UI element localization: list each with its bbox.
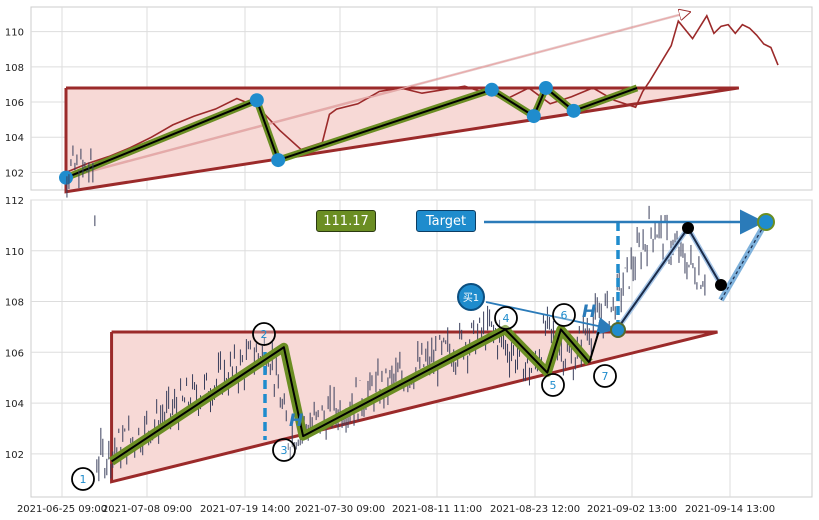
pivot-circle-3 [272, 438, 296, 462]
peak-dot [682, 222, 694, 234]
pivot-number-5: 5 [550, 379, 557, 392]
value-label: 111.17 [323, 214, 369, 229]
bottom-triangle-outline [110, 330, 718, 484]
top-pivot-marker [484, 82, 499, 97]
x-tick-label: 2021-06-25 09:00 [17, 504, 107, 515]
pivot-circle-1 [71, 467, 95, 491]
top-y-tick-label: 110 [5, 28, 24, 39]
bottom-y-tick-label: 112 [5, 196, 24, 207]
x-tick-label: 2021-07-19 14:00 [200, 504, 290, 515]
pivot-number-1: 1 [80, 473, 87, 486]
bottom-y-tick-label: 108 [5, 298, 24, 309]
pivot-circle-6 [552, 303, 576, 327]
buy-label: 买1 [462, 293, 480, 304]
top-panel-frame [30, 6, 813, 191]
target-label: Target [425, 214, 467, 229]
pivot-circle-7 [593, 364, 617, 388]
pivot-number-4: 4 [503, 312, 510, 325]
bottom-y-tick-label: 102 [5, 450, 24, 461]
value-box: 111.17 [316, 210, 376, 232]
x-tick-label: 2021-09-02 13:00 [587, 504, 677, 515]
pivot-number-6: 6 [561, 309, 568, 322]
pullback-dot [715, 279, 727, 291]
top-pivot-marker [59, 170, 73, 185]
x-tick-label: 2021-08-11 11:00 [392, 504, 482, 515]
x-tick-label: 2021-08-23 12:00 [490, 504, 580, 515]
pivot-number-7: 7 [602, 370, 609, 383]
top-pivot-marker [271, 153, 286, 168]
x-tick-label: 2021-07-30 09:00 [295, 504, 385, 515]
h-label-right: H [582, 302, 597, 322]
top-y-tick-label: 106 [5, 98, 24, 109]
bottom-y-tick-label: 106 [5, 348, 24, 359]
bottom-y-tick-label: 110 [5, 247, 24, 258]
breakout-segment [588, 331, 600, 363]
breakout-dot [610, 322, 626, 338]
top-projection-arrow [65, 12, 689, 179]
x-tick-label: 2021-09-14 13:00 [685, 504, 775, 515]
top-y-tick-label: 108 [5, 63, 24, 74]
top-y-tick-label: 102 [5, 168, 24, 179]
pivot-number-3: 3 [281, 444, 288, 457]
pivot-circle-5 [541, 373, 565, 397]
target-box: Target [416, 210, 476, 232]
pivot-circle-2 [252, 322, 276, 346]
target-dot [757, 213, 775, 231]
top-y-tick-label: 104 [5, 133, 24, 144]
top-pivot-marker [566, 103, 581, 118]
top-pivot-marker [526, 109, 541, 124]
x-tick-label: 2021-07-08 09:00 [102, 504, 192, 515]
projection-segment-outer [718, 220, 769, 302]
top-pivot-marker [249, 93, 264, 108]
top-pivot-marker [538, 80, 553, 95]
bottom-y-tick-label: 104 [5, 399, 24, 410]
pivot-number-2: 2 [261, 328, 268, 341]
pivot-circle-4 [494, 306, 518, 330]
buy-signal-marker: 买1 [457, 283, 485, 311]
h-label-left: H [289, 411, 304, 431]
